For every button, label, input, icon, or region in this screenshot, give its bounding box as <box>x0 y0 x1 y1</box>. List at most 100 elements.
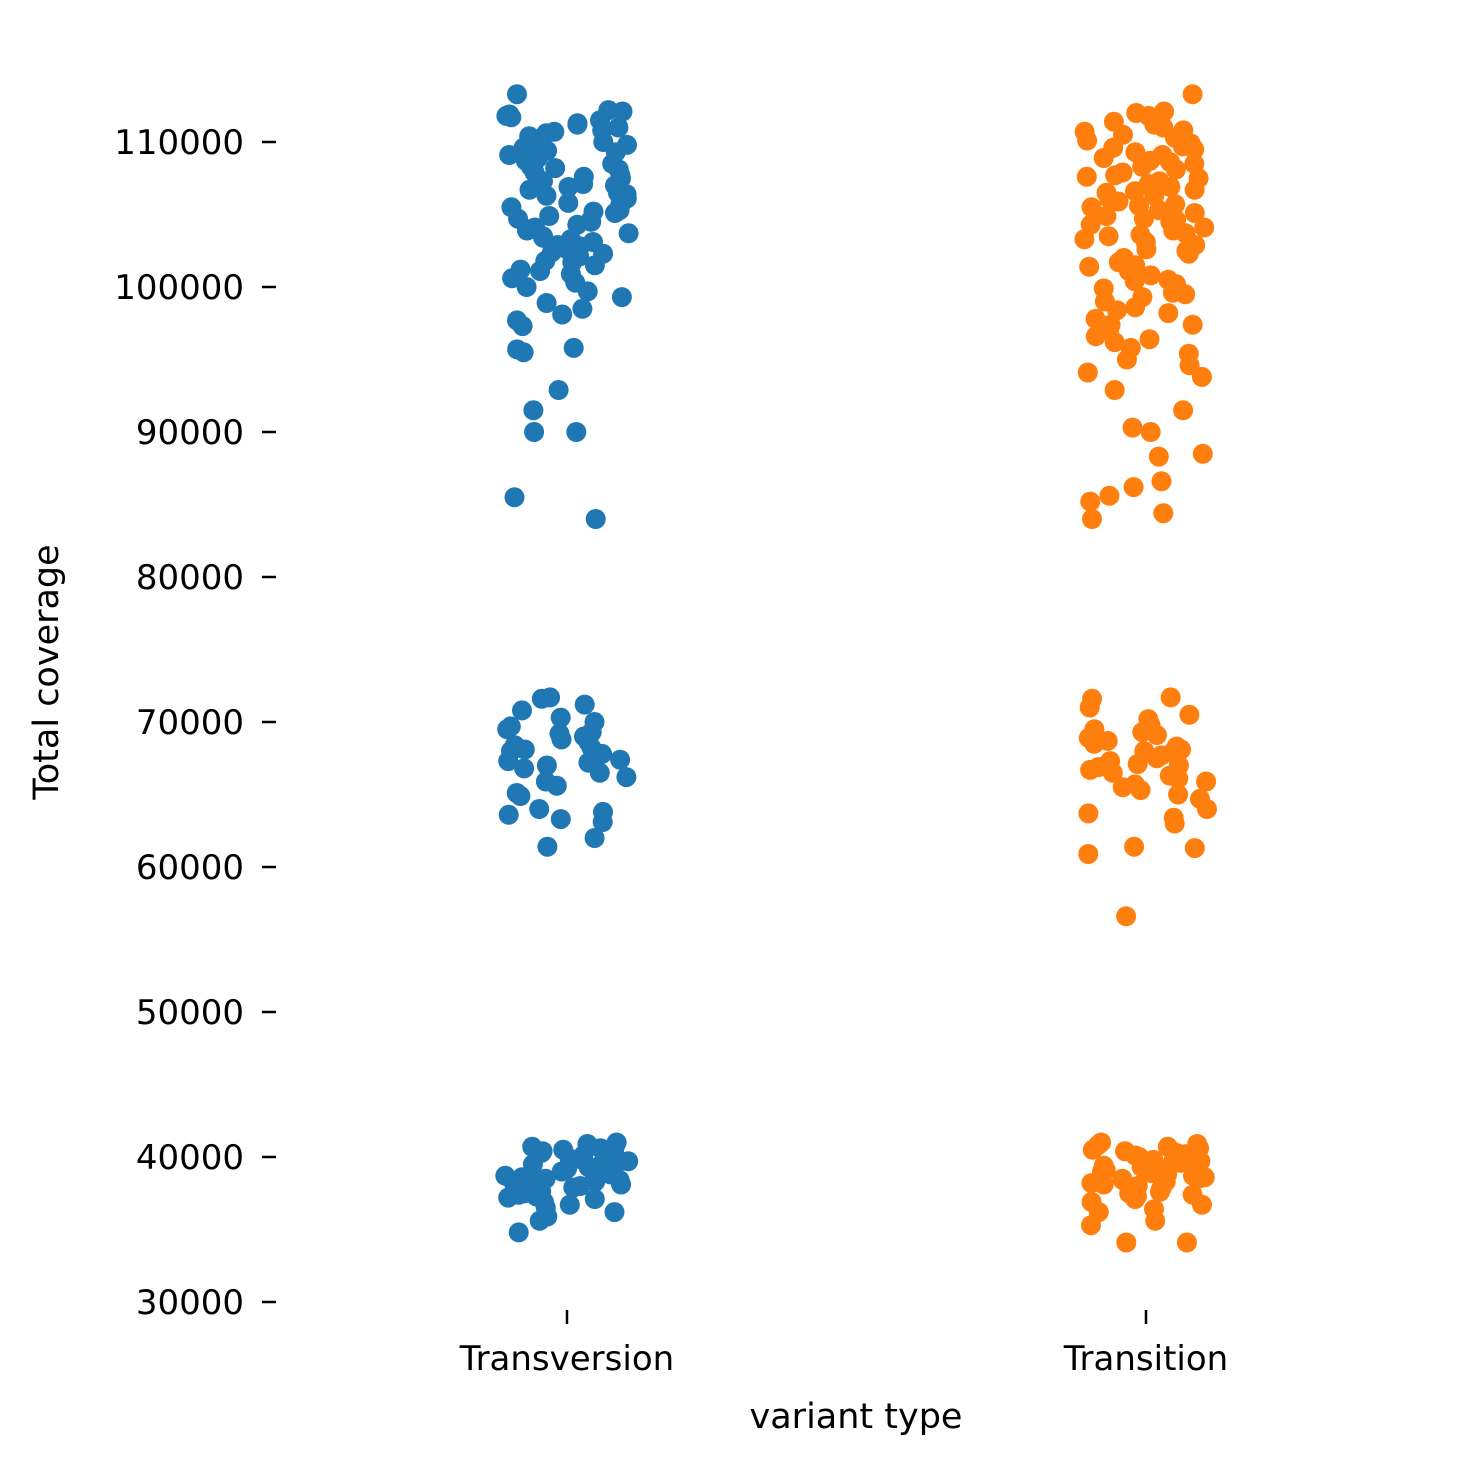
data-point <box>514 739 535 760</box>
data-point <box>512 316 533 337</box>
data-point <box>1197 799 1217 819</box>
data-point <box>1077 362 1098 383</box>
y-tick-label: 100000 <box>114 268 244 308</box>
data-point <box>1191 366 1212 387</box>
data-point <box>1182 314 1203 335</box>
data-point <box>1085 326 1106 347</box>
data-point <box>1080 491 1101 512</box>
data-point <box>546 775 567 796</box>
data-point <box>616 767 637 788</box>
data-point <box>1084 733 1105 754</box>
data-point <box>585 509 606 529</box>
data-point <box>1074 229 1095 250</box>
data-point <box>1148 446 1169 467</box>
data-point <box>536 755 557 776</box>
data-point <box>1124 271 1145 292</box>
y-tick-label: 80000 <box>136 558 244 598</box>
data-point <box>1129 195 1149 216</box>
data-point <box>1105 165 1126 186</box>
data-point <box>1123 477 1144 498</box>
data-point <box>559 1194 580 1215</box>
data-point <box>1179 704 1200 725</box>
data-point <box>498 1187 519 1208</box>
data-point <box>1140 265 1161 286</box>
data-point <box>562 252 583 273</box>
y-axis: 30000 40000 50000 60000 70000 80000 90000 10000… <box>114 123 276 1323</box>
data-point <box>1164 813 1185 834</box>
data-point <box>1160 177 1181 197</box>
data-point <box>1146 725 1167 745</box>
data-point <box>618 1151 639 1172</box>
data-point <box>581 722 602 743</box>
data-point <box>1112 777 1133 798</box>
data-point <box>1139 329 1160 350</box>
data-point <box>1160 687 1181 708</box>
y-tick-label: 40000 <box>136 1138 244 1178</box>
data-point <box>1153 503 1174 524</box>
data-point <box>524 422 545 442</box>
data-point <box>551 729 572 750</box>
data-point <box>1116 349 1137 370</box>
data-point <box>618 223 639 244</box>
data-point <box>577 281 598 302</box>
data-point <box>572 298 593 319</box>
data-point <box>1093 1174 1114 1195</box>
y-tick-label: 60000 <box>136 848 244 888</box>
data-point <box>499 145 520 165</box>
data-point <box>498 804 519 825</box>
data-point <box>592 812 613 832</box>
data-point <box>510 786 531 806</box>
data-point <box>1176 240 1197 261</box>
y-tick-label: 30000 <box>136 1283 244 1323</box>
data-point <box>563 1177 584 1198</box>
data-point <box>1104 380 1125 400</box>
data-point <box>544 121 565 142</box>
data-point <box>508 1222 529 1243</box>
data-point <box>1184 139 1205 160</box>
data-point <box>1125 255 1146 276</box>
data-point <box>612 101 633 122</box>
data-point <box>567 114 588 135</box>
data-point <box>1141 1163 1162 1183</box>
data-point <box>1130 780 1151 801</box>
data-point <box>539 206 560 226</box>
data-point <box>1184 838 1205 859</box>
data-point <box>558 192 579 213</box>
data-point <box>547 235 568 255</box>
data-point <box>516 149 537 170</box>
data-point <box>608 117 629 138</box>
data-point <box>1158 303 1179 324</box>
data-point <box>611 287 632 308</box>
data-point <box>513 342 534 363</box>
data-point <box>604 1202 625 1223</box>
data-point <box>580 210 601 231</box>
data-point <box>514 758 535 779</box>
data-point <box>530 133 551 154</box>
data-point <box>566 422 587 442</box>
data-point <box>498 751 519 772</box>
data-point <box>1096 206 1117 226</box>
data-point <box>1165 194 1186 215</box>
data-point <box>1166 210 1187 231</box>
data-point <box>1104 332 1125 353</box>
data-point <box>1182 1184 1203 1205</box>
data-point <box>1100 314 1121 335</box>
data-point <box>593 243 614 264</box>
data-point <box>550 809 571 830</box>
data-point <box>1079 697 1100 718</box>
data-point <box>531 688 552 709</box>
data-point <box>1076 166 1097 187</box>
data-point <box>1124 836 1145 857</box>
data-point <box>523 400 544 421</box>
data-point <box>1081 197 1102 218</box>
y-tick-label: 90000 <box>136 413 244 453</box>
data-point <box>1080 759 1101 780</box>
data-point <box>1182 84 1203 105</box>
data-point <box>609 1170 630 1191</box>
data-point <box>551 1161 572 1182</box>
data-point <box>545 158 566 179</box>
y-tick-label: 50000 <box>136 993 244 1033</box>
data-point <box>1103 137 1124 158</box>
data-point <box>504 487 525 508</box>
data-point <box>1140 422 1161 442</box>
